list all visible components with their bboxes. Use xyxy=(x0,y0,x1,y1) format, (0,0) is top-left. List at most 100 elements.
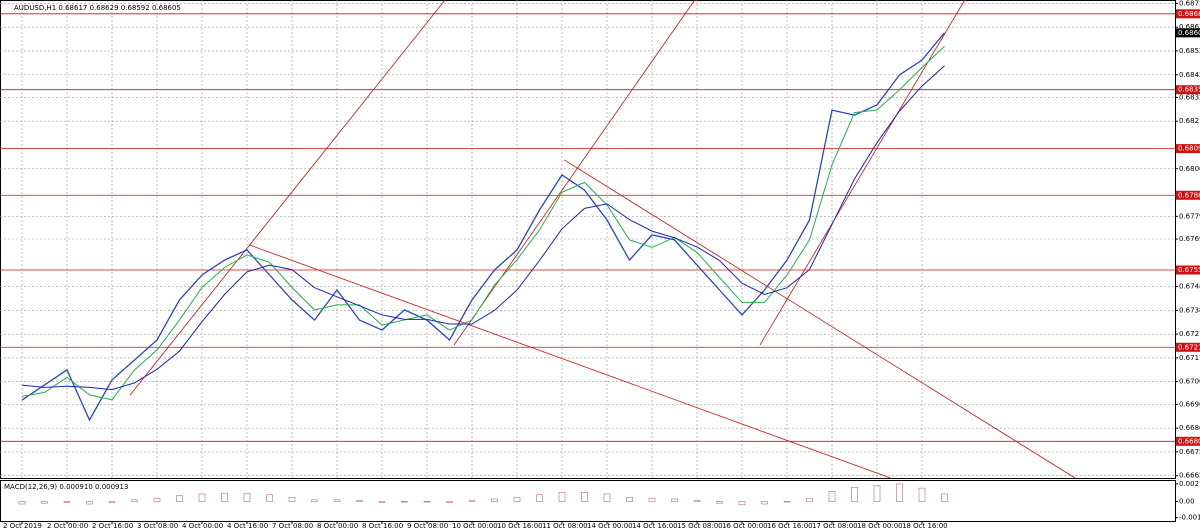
chart-title: AUDUSD,H1 0.68617 0.68629 0.68592 0.6860… xyxy=(14,4,181,12)
macd-bar xyxy=(86,501,93,505)
y-tick-label: 0.68525 xyxy=(1179,47,1200,55)
current-price-label: 0.68605 xyxy=(1178,29,1200,37)
macd-bar xyxy=(356,500,363,502)
level-label: 0.67888 xyxy=(1178,191,1200,199)
y-tick-label: 0.68630 xyxy=(1179,23,1200,31)
macd-bar xyxy=(851,487,858,502)
macd-bar xyxy=(446,501,453,503)
x-tick-label: 8 Oct 16:00 xyxy=(362,522,403,530)
level-label-box xyxy=(1176,144,1200,154)
macd-bar xyxy=(423,501,431,503)
current-price-box xyxy=(1176,28,1200,38)
macd-bar xyxy=(671,498,678,502)
trendline xyxy=(249,244,891,478)
x-tick-label: 9 Oct 08:00 xyxy=(407,522,448,530)
level-label-box xyxy=(1176,436,1200,446)
level-label: 0.66802 xyxy=(1178,437,1200,445)
y-tick-label: 0.68320 xyxy=(1179,93,1200,101)
x-tick-label: 7 Oct 08:00 xyxy=(272,522,313,530)
y-tick-label: 0.68215 xyxy=(1179,117,1200,125)
y-tick-label: 0.68735 xyxy=(1179,0,1200,7)
y-tick-label: 0.67695 xyxy=(1179,235,1200,243)
macd-bar xyxy=(918,487,926,502)
macd-bar xyxy=(131,499,138,502)
macd-bar xyxy=(176,495,183,502)
macd-bar xyxy=(761,501,768,505)
y-tick-label: 0.67795 xyxy=(1179,212,1200,220)
level-label-box xyxy=(1176,85,1200,95)
trendline xyxy=(453,0,696,346)
level-label: 0.68354 xyxy=(1178,86,1200,94)
macd-bar xyxy=(311,499,318,502)
trendline xyxy=(759,0,966,346)
x-tick-label: 15 Oct 08:00 xyxy=(677,522,723,530)
macd-y-tick-label: -0.00194 xyxy=(1179,514,1200,522)
y-tick-label: 0.67065 xyxy=(1179,378,1200,386)
x-tick-label: 18 Oct 00:00 xyxy=(857,522,903,530)
x-tick-label: 16 Oct 16:00 xyxy=(767,522,813,530)
macd-bar xyxy=(603,493,611,502)
x-tick-label: 4 Oct 00:00 xyxy=(182,522,223,530)
y-tick-label: 0.68005 xyxy=(1179,165,1200,173)
macd-bar xyxy=(783,501,791,503)
y-tick-label: 0.66965 xyxy=(1179,400,1200,408)
trendline xyxy=(564,159,1076,478)
macd-bar xyxy=(648,497,656,502)
macd-bar xyxy=(108,501,116,503)
macd-bar xyxy=(153,497,161,502)
level-label-box xyxy=(1176,190,1200,200)
y-tick-label: 0.68420 xyxy=(1179,71,1200,79)
macd-bar xyxy=(266,494,273,502)
series-line xyxy=(21,32,946,422)
macd-bar xyxy=(693,500,701,502)
y-tick-label: 0.67170 xyxy=(1179,354,1200,362)
macd-bar xyxy=(716,501,723,504)
macd-bar xyxy=(581,492,588,502)
macd-bar xyxy=(63,501,71,503)
macd-bar xyxy=(333,499,341,502)
level-label: 0.68689 xyxy=(1178,10,1200,18)
x-tick-label: 8 Oct 00:00 xyxy=(317,522,358,530)
x-tick-label: 2 Oct 2019 xyxy=(3,522,42,530)
y-tick-label: 0.66650 xyxy=(1179,472,1200,480)
macd-bar xyxy=(288,497,296,502)
level-label-box xyxy=(1176,9,1200,19)
macd-y-tick-label: 0.00 xyxy=(1179,498,1195,506)
level-label-box xyxy=(1176,342,1200,352)
macd-bar xyxy=(806,497,813,502)
macd-bar xyxy=(828,491,836,502)
x-tick-label: 10 Oct 16:00 xyxy=(497,522,543,530)
macd-plot xyxy=(18,483,948,506)
level-label: 0.68094 xyxy=(1178,145,1200,153)
level-label: 0.67558 xyxy=(1178,266,1200,274)
macd-bar xyxy=(536,494,543,502)
macd-bar xyxy=(221,492,228,502)
macd-bar xyxy=(491,498,498,502)
macd-bar xyxy=(18,501,26,505)
main-plot xyxy=(0,0,1175,478)
macd-y-tick-label: 0.0021 xyxy=(1179,480,1200,488)
macd-bar xyxy=(513,497,521,502)
x-tick-label: 17 Oct 08:00 xyxy=(812,522,858,530)
x-tick-label: 11 Oct 08:00 xyxy=(542,522,588,530)
y-tick-label: 0.67485 xyxy=(1179,283,1200,291)
x-tick-label: 18 Oct 16:00 xyxy=(902,522,948,530)
x-tick-label: 14 Oct 16:00 xyxy=(632,522,678,530)
axes: 0.68735 0.68630 0.68525 0.68420 0.68320 0.682… xyxy=(3,0,1200,530)
macd-bar xyxy=(873,485,881,502)
x-tick-label: 2 Oct 16:00 xyxy=(92,522,133,530)
series-line xyxy=(21,46,945,401)
x-tick-label: 16 Oct 00:00 xyxy=(722,522,768,530)
macd-bar xyxy=(941,493,948,502)
macd-bar xyxy=(738,501,746,506)
level-label-box xyxy=(1176,265,1200,275)
macd-bar xyxy=(378,501,386,503)
x-tick-label: 2 Oct 00:00 xyxy=(47,522,88,530)
macd-title: MACD(12,26,9) 0.000910 0.000913 xyxy=(4,483,128,491)
series-line xyxy=(21,65,945,391)
macd-bar xyxy=(243,492,251,502)
y-tick-label: 0.67380 xyxy=(1179,306,1200,314)
y-tick-label: 0.66860 xyxy=(1179,424,1200,432)
